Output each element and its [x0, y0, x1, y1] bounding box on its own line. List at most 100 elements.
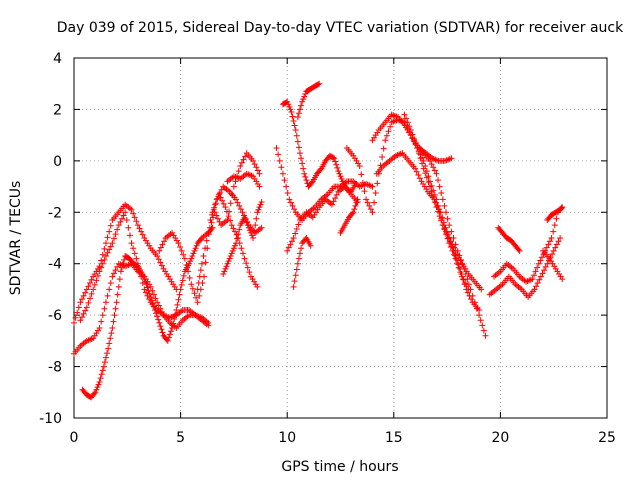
data-point — [290, 283, 297, 290]
data-point — [330, 154, 337, 161]
data-point — [150, 303, 157, 310]
data-point — [299, 160, 306, 167]
data-point — [515, 246, 522, 253]
data-point — [225, 213, 232, 220]
data-point — [536, 276, 543, 283]
data-point — [541, 267, 548, 274]
data-point — [130, 245, 137, 252]
data-point — [112, 305, 119, 312]
data-point — [464, 289, 471, 296]
data-point — [98, 318, 105, 325]
data-point — [288, 238, 295, 245]
data-point — [413, 168, 420, 175]
data-point — [243, 219, 250, 226]
data-point — [114, 263, 121, 270]
data-point — [104, 249, 111, 256]
data-point — [436, 213, 443, 220]
data-point — [547, 254, 554, 261]
data-point — [543, 244, 550, 251]
data-point — [246, 269, 253, 276]
data-point — [253, 164, 260, 171]
data-point — [364, 199, 371, 206]
data-point — [205, 231, 212, 238]
data-point — [235, 168, 242, 175]
data-point — [116, 276, 123, 283]
data-point — [231, 242, 238, 249]
data-point — [93, 386, 100, 393]
data-point — [366, 202, 373, 209]
series-arc-06 — [194, 150, 263, 293]
data-point — [428, 161, 435, 168]
data-point — [224, 217, 231, 223]
data-point — [77, 317, 84, 324]
x-tick-label: 15 — [385, 430, 403, 446]
data-point — [197, 236, 204, 243]
data-point — [223, 208, 230, 215]
data-point — [290, 235, 297, 241]
data-point — [549, 251, 556, 258]
data-point — [175, 296, 182, 303]
data-point — [95, 381, 102, 388]
data-point — [164, 337, 171, 344]
data-point — [117, 218, 124, 225]
data-point — [194, 299, 201, 306]
data-point — [176, 291, 183, 298]
data-point — [295, 221, 302, 228]
data-point — [228, 250, 235, 257]
data-point — [121, 256, 128, 263]
data-point — [532, 268, 539, 275]
data-point — [256, 204, 263, 211]
data-point — [187, 258, 194, 265]
data-point — [438, 190, 445, 196]
data-point — [194, 286, 201, 293]
data-point — [358, 171, 365, 178]
data-point — [371, 199, 378, 206]
data-point — [538, 254, 545, 261]
data-point — [99, 251, 106, 258]
data-point — [256, 170, 263, 177]
data-point — [145, 287, 152, 294]
data-point — [86, 295, 93, 302]
data-point — [224, 260, 231, 267]
data-point — [457, 257, 464, 264]
data-point — [249, 232, 256, 239]
data-point — [208, 219, 215, 226]
data-point — [180, 251, 187, 258]
data-point — [229, 247, 236, 254]
data-point — [235, 231, 242, 238]
data-point — [438, 217, 445, 224]
data-point — [188, 255, 195, 262]
series-arc-20 — [401, 111, 485, 293]
data-point — [431, 196, 438, 203]
data-point — [352, 181, 359, 187]
data-point — [99, 367, 106, 374]
data-point — [439, 196, 446, 203]
data-point — [449, 241, 456, 248]
data-point — [298, 245, 305, 252]
data-point — [529, 276, 536, 283]
data-point — [431, 167, 438, 174]
data-point — [463, 286, 470, 293]
data-point — [128, 206, 135, 213]
data-point — [415, 150, 422, 157]
x-axis-label: GPS time / hours — [281, 459, 398, 475]
data-point — [215, 191, 222, 198]
data-point — [220, 271, 227, 277]
data-point — [451, 251, 458, 258]
data-point — [241, 255, 248, 262]
data-point — [550, 247, 557, 254]
data-point — [175, 240, 182, 247]
series-arc-14 — [290, 235, 314, 290]
data-point — [178, 281, 185, 288]
data-point — [332, 158, 339, 165]
data-point — [77, 299, 84, 306]
data-point — [90, 286, 97, 293]
data-point — [250, 235, 257, 241]
data-point — [242, 153, 249, 160]
y-tick-label: -2 — [48, 205, 62, 221]
series-arc-16 — [343, 116, 489, 339]
data-point — [120, 260, 127, 267]
data-point — [209, 209, 216, 216]
data-point — [546, 238, 553, 245]
